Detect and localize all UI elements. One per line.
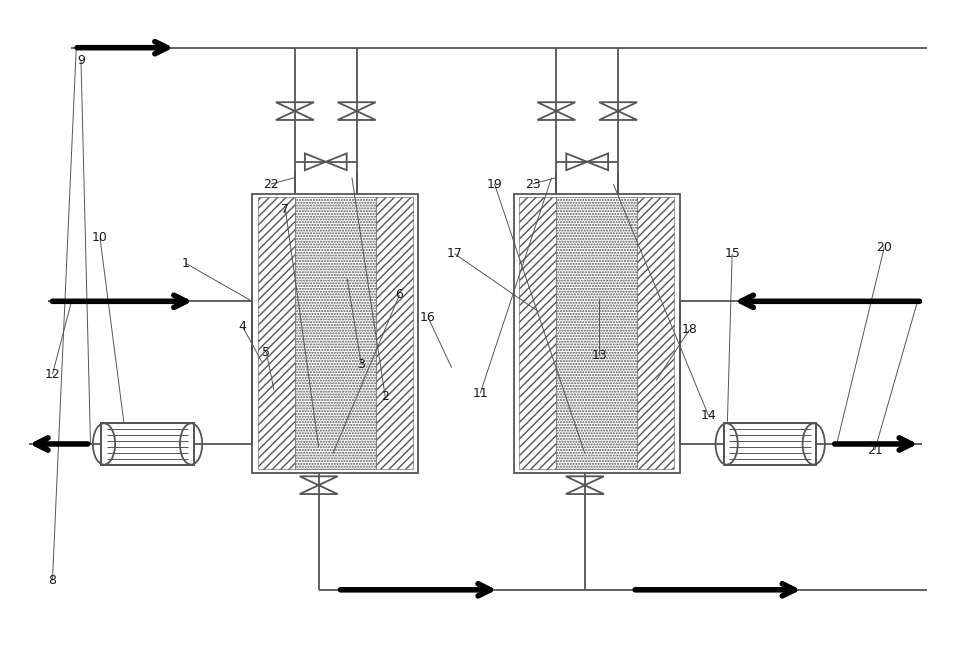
Text: 7: 7 [281, 203, 289, 216]
Bar [723, 423, 816, 465]
Text: 9: 9 [77, 54, 85, 67]
Text: 21: 21 [866, 444, 882, 457]
Bar [723, 423, 816, 465]
Bar [555, 197, 637, 468]
Text: 3: 3 [358, 358, 365, 371]
Text: 11: 11 [472, 387, 487, 400]
Bar [513, 193, 679, 472]
Text: 4: 4 [238, 320, 246, 333]
Text: 16: 16 [420, 311, 435, 324]
Text: 14: 14 [700, 409, 715, 422]
Text: 1: 1 [181, 257, 189, 270]
Text: 20: 20 [875, 241, 891, 254]
Text: 17: 17 [446, 247, 462, 260]
Text: 2: 2 [381, 390, 389, 403]
Text: 18: 18 [681, 324, 697, 336]
Text: 13: 13 [590, 349, 607, 362]
Bar [295, 197, 375, 468]
Bar [258, 197, 295, 468]
Text: 15: 15 [724, 247, 739, 260]
Text: 5: 5 [262, 345, 270, 358]
Text: 12: 12 [45, 367, 60, 380]
Text: 10: 10 [92, 232, 108, 245]
Bar [637, 197, 673, 468]
Text: 22: 22 [263, 177, 279, 190]
Bar [375, 197, 413, 468]
Text: 23: 23 [524, 177, 540, 190]
Text: 6: 6 [395, 289, 403, 302]
Bar [252, 193, 418, 472]
Bar [101, 423, 194, 465]
Text: 8: 8 [48, 574, 56, 587]
Bar [518, 197, 555, 468]
Bar [101, 423, 194, 465]
Text: 19: 19 [486, 177, 502, 190]
